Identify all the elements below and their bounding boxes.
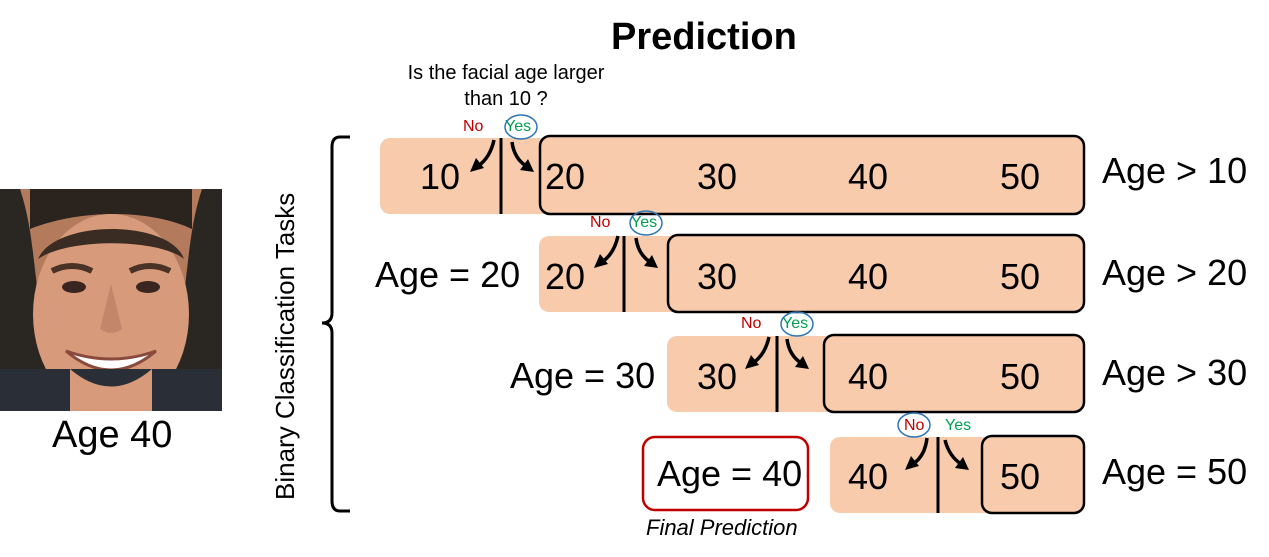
row-2-value-40: 40	[848, 256, 889, 297]
row-4-no-label: No	[904, 417, 925, 434]
task-group-label: Binary Classification Tasks	[270, 192, 300, 500]
question-text: Is the facial age larger than 10 ?	[407, 62, 605, 110]
row-1-no-label: No	[463, 118, 484, 135]
row-4-yes-label: Yes	[945, 417, 972, 434]
row-1-value-40: 40	[848, 156, 889, 197]
row-4-arrows	[897, 412, 969, 470]
row-1-value-30: 30	[697, 156, 738, 197]
row-3-yes-label: Yes	[782, 315, 809, 332]
row-1-left-value: 10	[420, 156, 461, 197]
row-1-boxes	[380, 134, 1086, 216]
row-3-no-label: No	[741, 315, 762, 332]
row-1-yes-label: Yes	[505, 118, 532, 135]
row-3-right-label: Age > 30	[1102, 352, 1248, 393]
row-3-value-40: 40	[848, 356, 889, 397]
row-3-arrows	[745, 311, 814, 369]
row-2-value-30: 30	[697, 256, 738, 297]
row-2-left-result: Age = 20	[375, 254, 521, 295]
row-4-left-value: 40	[848, 456, 889, 497]
row-4-value-50: 50	[1000, 456, 1041, 497]
row-2-value-50: 50	[1000, 256, 1041, 297]
row-3-boxes	[667, 333, 1086, 414]
row-2-right-label: Age > 20	[1102, 252, 1248, 293]
final-prediction-caption: Final Prediction	[646, 515, 798, 540]
row-3-left-value: 30	[697, 356, 738, 397]
task-brace	[321, 135, 350, 513]
input-age-label: Age 40	[52, 414, 173, 456]
diagram-title: Prediction	[611, 16, 797, 58]
face-photo	[0, 189, 222, 411]
row-3-left-result: Age = 30	[510, 355, 656, 396]
row-2-arrows	[594, 210, 663, 268]
row-1-value-20: 20	[545, 156, 586, 197]
final-prediction-box	[641, 435, 810, 512]
row-3-value-50: 50	[1000, 356, 1041, 397]
row-4-right-label: Age = 50	[1102, 451, 1248, 492]
row-2-yes-label: Yes	[631, 214, 658, 231]
row-2-boxes	[539, 233, 1086, 314]
row-2-no-label: No	[590, 214, 611, 231]
row-4-left-result: Age = 40	[657, 453, 803, 494]
row-1-value-50: 50	[1000, 156, 1041, 197]
row-1-right-label: Age > 10	[1102, 150, 1248, 191]
row-4-boxes	[830, 434, 1086, 515]
row-2-left-value: 20	[545, 256, 586, 297]
row-1-arrows	[470, 114, 538, 172]
